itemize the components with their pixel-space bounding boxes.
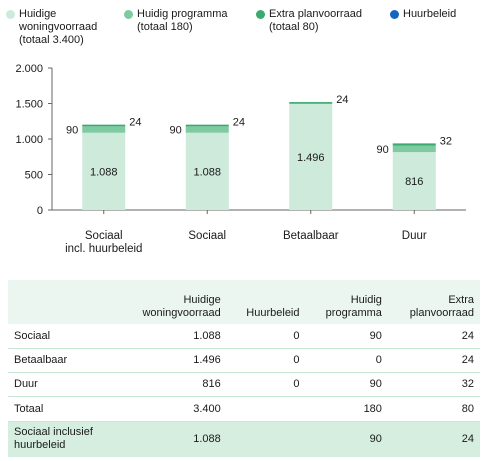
data-label: 90 (170, 125, 182, 137)
bar-segment-huidige-woningvoorraad (82, 132, 126, 210)
bar-segment-huidige-woningvoorraad (392, 152, 436, 210)
bar-segment-huidig-programma (82, 126, 126, 133)
bar-segment-extra-planvoorraad (82, 124, 126, 127)
table-cell: 816 (117, 372, 227, 397)
table-cell: 1.496 (117, 348, 227, 373)
table-total-row: Totaal 3.400 180 80 (8, 396, 480, 422)
data-label: 816 (405, 176, 423, 188)
table-cell: 90 (305, 372, 388, 397)
table-row: Sociaal 1.088 0 90 24 (8, 324, 480, 349)
data-label: 90 (66, 125, 78, 137)
bar-segment-extra-planvoorraad (289, 102, 333, 104)
table-cell: 24 (387, 348, 480, 373)
table-cell: 1.088 (193, 432, 221, 445)
x-tick-label: Betaalbaar (283, 230, 339, 242)
table-cell: Betaalbaar (8, 348, 118, 373)
y-tick-label: 2.000 (15, 63, 43, 75)
x-tick-label: Sociaal (85, 230, 123, 242)
legend-label: Huidige woningvoorraad (totaal 3.400) (19, 8, 98, 46)
header-cell-huurbeleid: Huurbeleid (246, 307, 300, 319)
data-label: 32 (440, 136, 452, 148)
table-cell: Totaal (8, 396, 118, 422)
legend-swatch (124, 10, 133, 19)
table-cell: 90 (305, 324, 388, 349)
chart-legend: Huidige woningvoorraad (totaal 3.400) Hu… (6, 8, 486, 48)
y-tick-label: 1.000 (15, 134, 43, 146)
legend-item-extra-planvoorraad: Extra planvoorraad (totaal 80) (256, 8, 362, 34)
table-social-incl-row: Sociaal inclusief huurbeleid 1.088 90 24 (8, 421, 480, 457)
legend-swatch (390, 10, 399, 19)
table-cell: 3.400 (117, 396, 227, 422)
legend-swatch (256, 10, 265, 19)
table-cell: 0 (226, 324, 306, 349)
bar-segment-huidig-programma (185, 126, 229, 133)
legend-label: Extra planvoorraad (totaal 80) (269, 8, 362, 33)
header-cell-huidig-programma: Huidig programma (325, 294, 382, 319)
data-label: 1.496 (297, 152, 325, 164)
legend-item-huidige-woningvoorraad: Huidige woningvoorraad (totaal 3.400) (6, 8, 97, 47)
bar-segment-extra-planvoorraad (185, 124, 229, 127)
data-table: Huidige woningvoorraad Huurbeleid Huidig… (8, 280, 480, 457)
y-tick-label: 1.500 (15, 99, 43, 111)
legend-item-huurbeleid: Huurbeleid (390, 8, 456, 21)
table-row: Duur 816 0 90 32 (8, 372, 480, 397)
bar-segment-huidig-programma (392, 145, 436, 153)
data-label: 24 (336, 94, 348, 106)
table: Huidige woningvoorraad Huurbeleid Huidig… (8, 280, 480, 457)
table-cell: Duur (8, 372, 118, 397)
table-cell: 24 (387, 324, 480, 349)
bar-segment-extra-planvoorraad (392, 143, 436, 146)
table-cell: 80 (387, 396, 480, 422)
table-cell: Sociaal (8, 324, 118, 349)
table-cell: 90 (369, 432, 382, 445)
y-tick-label: 500 (25, 170, 43, 182)
table-header-row: Huidige woningvoorraad Huurbeleid Huidig… (8, 280, 480, 324)
table-cell: 1.088 (117, 324, 227, 349)
table-cell (226, 396, 306, 422)
header-cell-extra-planvoorraad: Extra planvoorraad (409, 294, 474, 319)
y-tick-label: 0 (37, 205, 43, 217)
header-cell-category (8, 280, 118, 324)
data-label: 24 (129, 117, 141, 129)
table-cell: Sociaal inclusief huurbeleid (14, 426, 93, 452)
table-cell: 180 (305, 396, 388, 422)
bar-segment-huidige-woningvoorraad (185, 132, 229, 210)
table-cell: 0 (226, 348, 306, 373)
table-cell: 0 (226, 372, 306, 397)
table-cell: 24 (461, 432, 474, 445)
table-row: Betaalbaar 1.496 0 0 24 (8, 348, 480, 373)
bar-segment-huidige-woningvoorraad (289, 103, 333, 210)
table-cell: 32 (387, 372, 480, 397)
x-tick-label: Sociaal (188, 230, 226, 242)
data-label: 90 (377, 144, 389, 156)
legend-swatch (6, 10, 15, 19)
legend-label: Huidig programma (totaal 180) (137, 8, 228, 33)
x-tick-label: incl. huurbeleid (65, 243, 142, 255)
data-label: 24 (233, 117, 245, 129)
legend-item-huidig-programma: Huidig programma (totaal 180) (124, 8, 227, 34)
data-label: 1.088 (193, 166, 221, 178)
data-label: 1.088 (90, 166, 118, 178)
table-cell: 0 (305, 348, 388, 373)
header-cell-huidige-woningvoorraad: Huidige woningvoorraad (142, 294, 221, 319)
legend-label: Huurbeleid (403, 8, 457, 20)
table-cell (227, 421, 306, 457)
x-tick-label: Duur (402, 230, 427, 242)
